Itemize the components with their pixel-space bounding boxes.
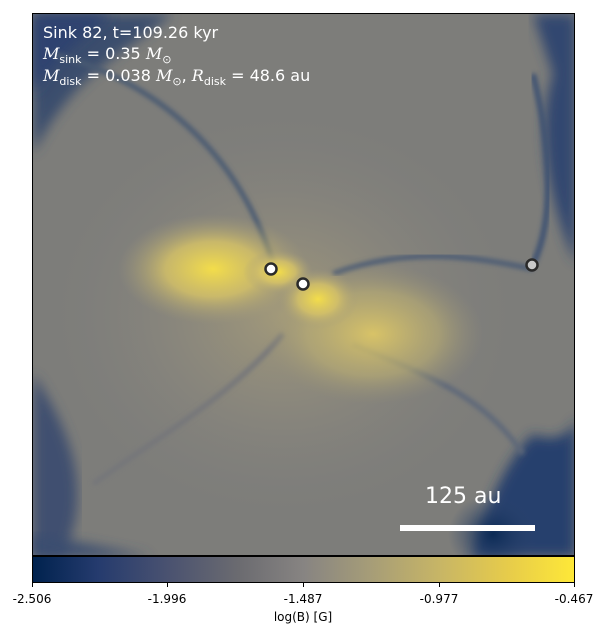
- sink-particle-main: [264, 262, 278, 276]
- colorbar-label: log(B) [G]: [273, 610, 333, 624]
- field-map: Sink 82, t=109.26 kyr Msink = 0.35 M⊙ Md…: [32, 13, 575, 556]
- colorbar: [32, 556, 575, 583]
- sink-title: Sink 82, t=109.26 kyr: [43, 23, 219, 42]
- sink-particle-3: [525, 258, 539, 272]
- scale-bar-label: 125 au: [425, 484, 502, 509]
- colorbar-tick: [303, 583, 304, 587]
- disk-properties: Mdisk = 0.038 M⊙, Rdisk = 48.6 au: [43, 66, 311, 89]
- sink-particle-2: [296, 277, 310, 291]
- colorbar-tick-label: -2.506: [12, 592, 52, 606]
- colorbar-tick-label: -1.996: [147, 592, 187, 606]
- disk-mass-value: 0.038: [105, 66, 151, 85]
- colorbar-tick: [32, 583, 33, 587]
- colorbar-tick: [167, 583, 168, 587]
- sink-mass: Msink = 0.35 M⊙: [43, 44, 172, 67]
- colorbar-tick: [439, 583, 440, 587]
- colorbar-tick-label: -0.467: [554, 592, 594, 606]
- sink-mass-value: 0.35: [105, 44, 141, 63]
- colorbar-tick-label: -0.977: [419, 592, 459, 606]
- colorbar-tick: [574, 583, 575, 587]
- colorbar-tick-label: -1.487: [283, 592, 323, 606]
- disk-radius-value: 48.6: [249, 66, 286, 85]
- scale-bar: [400, 525, 535, 531]
- magnetic-field-image: [33, 14, 574, 555]
- disk-radius-unit: au: [290, 66, 311, 85]
